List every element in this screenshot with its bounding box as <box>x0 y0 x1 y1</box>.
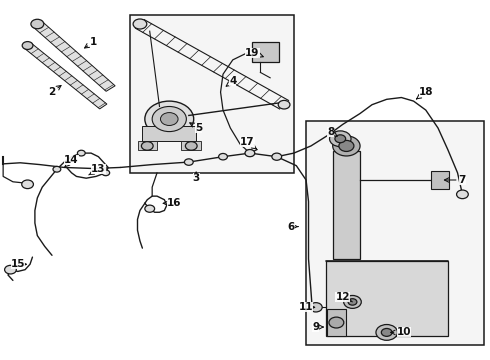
Circle shape <box>376 324 397 340</box>
Bar <box>431 171 449 189</box>
Bar <box>143 126 196 140</box>
Text: 7: 7 <box>444 175 466 185</box>
Circle shape <box>330 131 351 147</box>
Text: 10: 10 <box>391 327 411 337</box>
Circle shape <box>133 19 147 29</box>
Bar <box>306 121 485 345</box>
Text: 13: 13 <box>89 164 106 175</box>
Circle shape <box>184 159 193 165</box>
Circle shape <box>53 166 61 172</box>
Text: 17: 17 <box>240 138 257 149</box>
Text: 18: 18 <box>416 87 433 99</box>
Circle shape <box>31 19 44 29</box>
Circle shape <box>329 317 344 328</box>
Circle shape <box>145 205 155 212</box>
Polygon shape <box>33 21 115 91</box>
Circle shape <box>457 190 468 199</box>
Text: 12: 12 <box>336 292 352 302</box>
Circle shape <box>272 153 282 160</box>
Text: 9: 9 <box>312 322 323 332</box>
Text: 19: 19 <box>245 48 263 58</box>
Circle shape <box>348 299 357 305</box>
Text: 2: 2 <box>49 86 61 97</box>
Circle shape <box>219 153 227 160</box>
Circle shape <box>278 100 290 109</box>
Text: 15: 15 <box>11 259 26 269</box>
Bar <box>138 140 157 149</box>
Bar <box>326 261 448 336</box>
Circle shape <box>142 141 153 150</box>
Circle shape <box>333 136 360 156</box>
Polygon shape <box>24 43 107 109</box>
Circle shape <box>381 328 392 336</box>
Circle shape <box>77 150 85 156</box>
Text: 14: 14 <box>64 155 79 167</box>
Circle shape <box>245 149 255 157</box>
Bar <box>327 309 345 336</box>
Text: 4: 4 <box>226 76 237 86</box>
Circle shape <box>145 101 194 137</box>
Circle shape <box>343 296 361 309</box>
Circle shape <box>335 135 345 143</box>
Circle shape <box>185 141 197 150</box>
Text: 11: 11 <box>299 302 315 312</box>
Circle shape <box>160 113 178 126</box>
Circle shape <box>310 303 322 312</box>
Circle shape <box>102 170 110 176</box>
Bar <box>252 42 279 62</box>
Text: 5: 5 <box>190 123 202 133</box>
Text: 8: 8 <box>327 127 337 136</box>
Bar <box>333 151 360 259</box>
Circle shape <box>22 180 33 189</box>
Text: 1: 1 <box>85 37 97 48</box>
Circle shape <box>22 41 33 49</box>
Bar <box>130 15 294 173</box>
Bar <box>181 140 201 149</box>
Text: 16: 16 <box>163 198 181 208</box>
Circle shape <box>4 265 16 274</box>
Text: 6: 6 <box>288 222 298 231</box>
Circle shape <box>245 150 254 156</box>
Text: 3: 3 <box>193 172 200 183</box>
Circle shape <box>339 140 354 152</box>
Circle shape <box>152 107 186 132</box>
